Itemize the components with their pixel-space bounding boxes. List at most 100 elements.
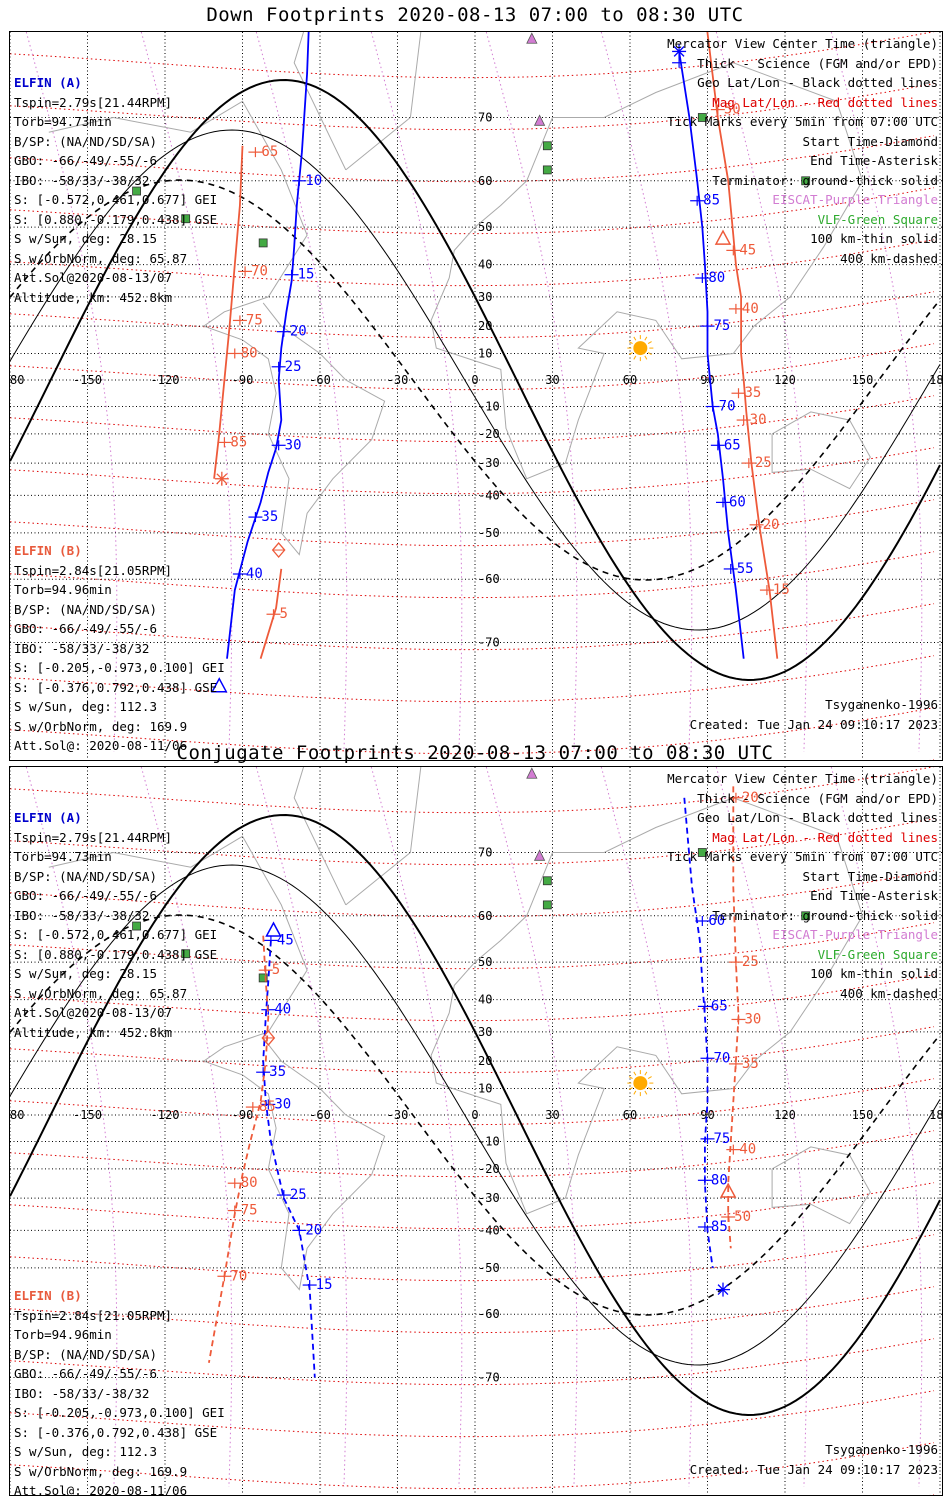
coastline [48,835,386,1291]
mag-lat-line [10,767,935,814]
lat-tick-label: -20 [478,427,500,441]
info-line: IBO: -58/33/-38/32 [14,172,150,188]
info-line: GBO: -66/-49/-55/-6 [14,1366,157,1381]
trace-a1-tick-label: 30 [285,437,302,453]
trace-b2-tick-label: 50 [734,1209,751,1225]
info-line: Att.Sol@2020-08-13/07 [14,1005,173,1020]
info-line: B/SP: (NA/ND/SD/SA) [14,133,157,149]
lon-tick-label: -60 [309,1108,331,1122]
lat-tick-label: -20 [478,1162,500,1176]
trace-b2-tick-label: 35 [742,1056,759,1072]
sun-ray [633,1071,637,1076]
lat-tick-label: -30 [478,456,500,470]
center-time-triangle-icon [719,1182,737,1198]
mag-lat-line [10,499,935,547]
terminator-100km [10,864,941,1366]
trace-a1-tick-label: 20 [290,324,307,340]
trace-a2-tick-label: 75 [714,1131,731,1147]
trace-b2-tick-label: 35 [745,385,762,401]
sun-ray [647,1076,652,1080]
trace-a1-tick-label: 40 [246,566,263,582]
terminator-100km [10,129,941,631]
vlf-square-icon [258,238,268,248]
info-line: Torb=94.96min [14,582,112,597]
coastline [430,62,864,480]
down-footprints-panel: -180-150-120-90-60-300306090120150180706… [9,31,943,761]
trace-b1-tick-label: 85 [230,434,247,450]
vlf-square-icon [258,973,268,983]
legend-entry: End Time-Asterisk [810,888,938,903]
lat-tick-label: 70 [478,845,492,859]
trace-a1-tick-label: 30 [274,1096,291,1112]
legend-entry: VLF-Green Square [817,946,938,962]
info-line: GBO: -66/-49/-55/-6 [14,153,157,168]
mag-lat-line [10,1338,935,1386]
info-line: S w/Sun, deg: 28.15 [14,966,157,981]
lat-tick-label: -60 [478,572,500,586]
legend-entry: Mag Lat/Lon - Red dotted lines [712,829,938,845]
trace-b2 [727,786,740,1249]
mag-lat-line [10,395,935,443]
elfin-a-header: ELFIN (A) [14,75,82,90]
trace-b1-tick-label: 65 [261,144,278,160]
info-line: S w/OrbNorm, deg: 169.9 [14,1463,188,1479]
elfin-b-lines: Tspin=2.84s[21.05RPM] Torb=94.96min B/SP: … [14,561,225,761]
lon-tick-label: 150 [852,373,874,387]
sun-ray [647,1087,652,1091]
lat-tick-label: 40 [478,258,492,272]
trace-a1-tick-label: 20 [305,1222,322,1238]
sun-ray [644,336,648,341]
coastline [293,767,422,906]
mag-lat-line [10,1442,935,1490]
trace-b2 [706,32,779,659]
top-panel-title: Down Footprints 2020-08-13 07:00 to 08:3… [206,4,744,26]
info-line: S w/OrbNorm, deg: 65.87 [14,985,188,1001]
info-line: S w/Sun, deg: 112.3 [14,1444,157,1459]
mag-lon-line [370,767,463,1488]
mag-lat-line [10,32,935,79]
vlf-square-icon [542,876,552,886]
elfin-a-lines: Tspin=2.79s[21.44RPM] Torb=94.73min B/SP: … [14,828,217,1043]
info-line: B/SP: (NA/ND/SD/SA) [14,868,157,884]
legend-entry: Start Time-Diamond [802,133,938,149]
terminator-400km [10,914,941,1316]
trace-b1 [213,145,244,479]
info-line: Tspin=2.79s[21.44RPM] [14,94,173,110]
eiscat-triangle-icon [533,849,546,861]
eiscat-triangle-icon [533,114,546,126]
info-line: S: [0.880,-0.179,0.438] GSE [14,946,218,962]
lat-tick-label: 30 [478,290,492,304]
trace-b2-tick-label: 40 [739,1142,756,1158]
lat-tick-label: -40 [478,488,500,502]
mag-lat-line [10,974,935,1022]
trace-a2-tick-label: 75 [714,318,731,334]
info-line: S: [-0.205,-0.973,0.100] GEI [14,660,225,675]
end-asterisk-icon [216,473,228,485]
info-line: S w/Sun, deg: 28.15 [14,231,157,246]
conjugate-footprints-map: -180-150-120-90-60-300306090120150180706… [10,767,942,1495]
trace-b2-tick-label: 25 [742,954,759,970]
mag-lat-line [10,870,935,918]
lat-tick-label: 10 [478,346,492,360]
trace-a1 [262,940,316,1378]
sun-ray [633,355,637,360]
mag-lat-line [10,1286,935,1334]
coastline [430,797,864,1215]
trace-a2-tick-label: 65 [724,437,741,453]
legend: Mercator View Center Time (triangle) Thic… [667,34,938,268]
sun-ray [633,1090,637,1095]
mag-lat-line [10,1234,935,1282]
lon-tick-label: -30 [387,1108,409,1122]
terminator-ground [10,78,941,682]
sun-icon [633,341,648,356]
vlf-square-icon [181,949,191,959]
coastline [771,1146,871,1225]
lat-tick-label: -10 [478,400,500,414]
trace-b1-tick-label: 80 [241,345,258,361]
trace-a2-tick-label: 85 [711,1219,728,1235]
sun-ray [628,1076,633,1080]
sun-icon [633,1076,648,1091]
trace-b1-tick-label: 70 [230,1268,247,1284]
legend-entry: 400 km-dashed [840,985,938,1001]
sun-ray [628,341,633,345]
